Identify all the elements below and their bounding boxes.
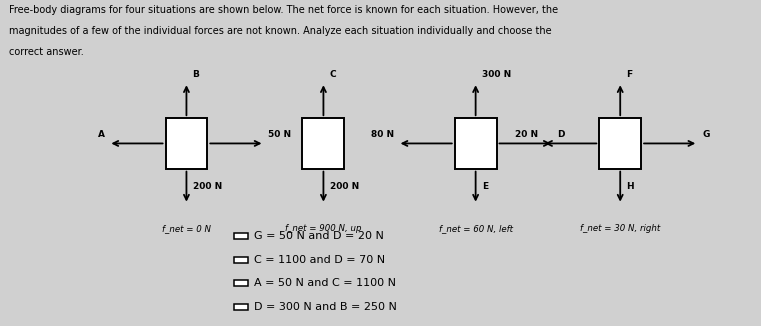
Text: A: A (97, 129, 105, 139)
Bar (455, 118, 497, 169)
Text: E: E (482, 182, 488, 191)
Text: 200 N: 200 N (330, 182, 358, 191)
Text: f_net = 60 N, left: f_net = 60 N, left (438, 224, 513, 233)
Text: C: C (330, 70, 336, 79)
Text: A = 50 N and C = 1100 N: A = 50 N and C = 1100 N (254, 278, 396, 288)
Text: G: G (702, 129, 709, 139)
Text: f_net = 30 N, right: f_net = 30 N, right (580, 224, 661, 233)
Text: f_net = 900 N, up: f_net = 900 N, up (285, 224, 361, 233)
Text: f_net = 0 N: f_net = 0 N (162, 224, 211, 233)
Bar (234, 257, 248, 263)
Text: B: B (193, 70, 199, 79)
Text: F: F (626, 70, 632, 79)
Text: 300 N: 300 N (482, 70, 511, 79)
Text: correct answer.: correct answer. (9, 47, 84, 57)
Bar (234, 304, 248, 310)
Bar (234, 280, 248, 286)
Bar (234, 233, 248, 239)
Text: magnitudes of a few of the individual forces are not known. Analyze each situati: magnitudes of a few of the individual fo… (9, 26, 552, 36)
Text: 20 N: 20 N (515, 129, 539, 139)
Bar (302, 118, 344, 169)
Text: H: H (626, 182, 634, 191)
Bar (166, 118, 207, 169)
Bar (600, 118, 641, 169)
Text: D = 300 N and B = 250 N: D = 300 N and B = 250 N (254, 302, 397, 312)
Text: G = 50 N and D = 20 N: G = 50 N and D = 20 N (254, 231, 384, 241)
Text: D: D (557, 129, 565, 139)
Text: 80 N: 80 N (371, 129, 394, 139)
Text: Free-body diagrams for four situations are shown below. The net force is known f: Free-body diagrams for four situations a… (9, 5, 559, 15)
Text: 200 N: 200 N (193, 182, 221, 191)
Text: 50 N: 50 N (269, 129, 291, 139)
Text: C = 1100 and D = 70 N: C = 1100 and D = 70 N (254, 255, 385, 265)
